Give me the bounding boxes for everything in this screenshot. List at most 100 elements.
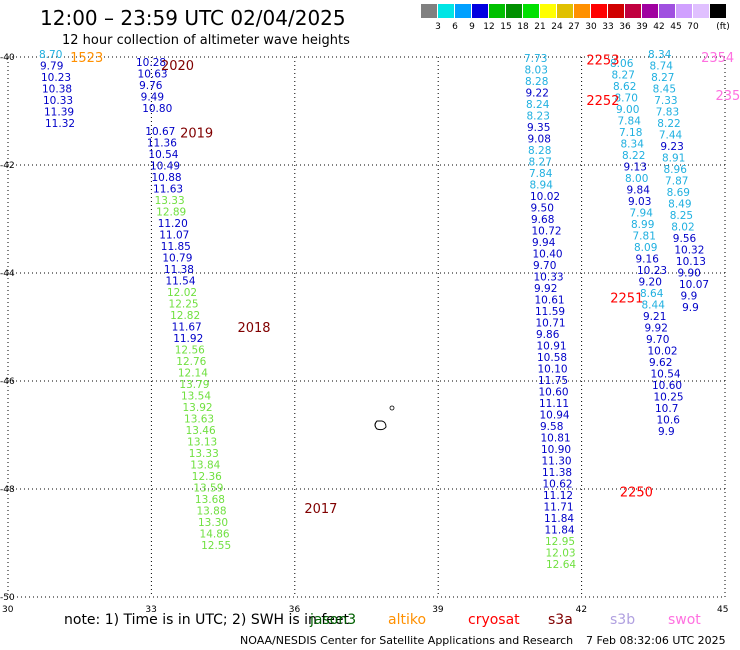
swh-value: 9.58 [540,421,563,433]
swh-value: 9.03 [628,196,651,208]
swh-value: 8.44 [642,300,666,312]
track-time-label: 2020 [161,59,194,74]
track-time-labels: 1523 2020 2019 2018 2017 2253 2252 2251 2250 2354… [70,51,740,517]
swh-value: 12.76 [176,356,206,368]
swh-value: 11.11 [539,398,569,410]
lon-tick-label: 42 [576,605,587,615]
swh-value: 8.28 [525,76,548,88]
swh-value: 13.59 [193,483,223,495]
swh-value: 13.13 [187,437,217,449]
swh-value: 8.00 [625,173,648,185]
swh-value: 8.27 [612,70,635,82]
swh-value: 8.96 [664,164,688,176]
legend-label: 6 [452,22,458,32]
legend-swatch [591,4,608,18]
swh-value: 10.61 [535,295,565,307]
swh-value: 8.74 [650,61,674,73]
swh-value: 8.22 [622,150,645,162]
legend-unit: (ft) [716,22,730,32]
swh-value: 9.92 [645,323,668,335]
swh-value: 9.00 [616,104,639,116]
swh-value: 12.36 [192,471,222,483]
legend-label: 45 [670,22,682,32]
track-time-label: 1523 [70,51,103,66]
swh-value: 11.20 [158,218,188,230]
swh-value: 8.99 [631,219,654,231]
generated-timestamp: 7 Feb 08:32:06 UTC 2025 [586,634,726,647]
swh-value: 9.16 [636,254,660,266]
lat-tick-label: -44 [0,269,15,279]
swh-value: 12.02 [167,287,197,299]
legend-label: 18 [517,22,529,32]
swh-value: 10.10 [538,364,568,376]
swh-value: 8.24 [526,99,550,111]
legend-swatch [625,4,642,18]
swh-value: 8.28 [528,145,551,157]
swh-value: 8.64 [640,288,664,300]
swh-value: 10.54 [651,369,681,381]
swh-value: 13.63 [184,414,214,426]
lon-tick-label: 45 [717,605,728,615]
swh-value: 9.68 [531,214,554,226]
swh-value: 13.30 [198,517,228,529]
swh-value: 10.07 [679,279,709,291]
legend-swatch [523,4,540,18]
legend-label: 36 [619,22,631,32]
swh-value: 10.91 [537,341,567,353]
swh-value: 9.94 [532,237,556,249]
legend-label: 12 [483,22,495,32]
swh-value: 10.67 [145,126,175,138]
swh-value: 9.9 [681,291,698,303]
track-time-label: 2018 [237,321,270,336]
lat-tick-label: -40 [0,53,15,63]
swh-value: 12.95 [545,536,575,548]
legend-swatch [472,4,489,18]
swh-value: 7.18 [619,127,642,139]
swh-value: 9.84 [627,185,651,197]
track-2253: 7.738.038.289.228.248.239.359.088.288.27… [524,53,576,571]
swh-value: 11.07 [159,230,189,242]
legend-label: 3 [435,22,441,32]
footer-note: note: 1) Time is in UTC; 2) SWH is in fe… [64,612,349,628]
legend-swatch [489,4,506,18]
swh-value: 10.02 [648,346,678,358]
swh-value: 7.87 [665,176,688,188]
swh-value: 9.62 [649,357,672,369]
swh-value: 9.9 [658,426,675,438]
swh-value: 11.85 [161,241,191,253]
swh-value: 14.86 [200,529,230,541]
legend-swatch [421,4,438,18]
map-frame [7,56,726,598]
swh-value: 8.06 [610,58,634,70]
swh-value: 7.94 [630,208,654,220]
swh-value: 10.80 [142,103,172,115]
swh-value: 11.84 [545,525,575,537]
swh-value: 10.7 [655,403,678,415]
lat-tick-label: -48 [0,485,15,495]
swh-value: 11.71 [544,502,574,514]
swh-value: 13.33 [189,448,219,460]
satellite-jason3: jason3 [310,612,357,628]
legend-swatch [659,4,676,18]
legend-swatch [506,4,523,18]
swh-value: 8.34 [648,49,672,61]
swh-value: 10.32 [674,245,704,257]
swh-value: 10.60 [652,380,682,392]
legend-swatch [710,4,727,18]
swh-value: 11.54 [165,276,195,288]
swh-value: 12.55 [201,540,231,552]
swh-value: 8.69 [667,187,690,199]
swh-value: 13.46 [186,425,216,437]
swh-value: 13.88 [196,506,226,518]
satellite-s3a: s3a [548,612,573,628]
lon-tick-label: 39 [432,605,444,615]
lon-tick-label: 36 [289,605,301,615]
swh-value: 10.02 [530,191,560,203]
swh-value: 8.23 [527,111,550,123]
swh-value: 8.49 [668,199,691,211]
swh-value: 13.79 [179,379,209,391]
swh-value: 10.33 [534,272,564,284]
track-time-label: 2354 [701,51,734,66]
lat-tick-label: -50 [0,593,15,603]
